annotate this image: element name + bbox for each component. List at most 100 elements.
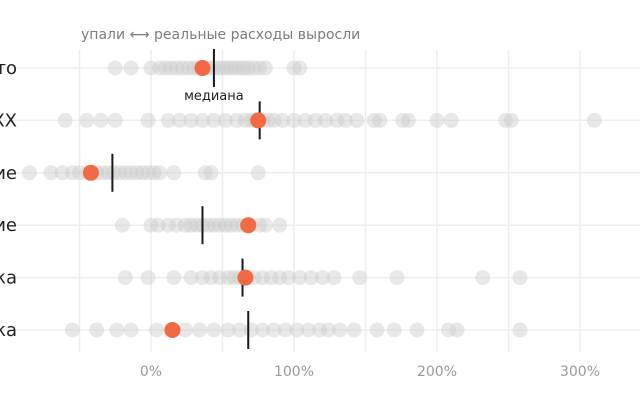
data-point [317, 112, 333, 128]
highlight-point [237, 269, 254, 286]
data-point [109, 322, 125, 338]
row-label: ХХ [0, 110, 17, 131]
data-point [217, 217, 233, 233]
data-point [160, 217, 176, 233]
data-point [146, 165, 162, 181]
data-point [332, 322, 348, 338]
data-point [54, 165, 70, 181]
data-point [117, 270, 133, 286]
data-point [206, 217, 222, 233]
data-point [163, 60, 179, 76]
data-point [150, 217, 166, 233]
row-label: ка [0, 268, 17, 289]
data-point [227, 60, 243, 76]
data-point [503, 112, 519, 128]
data-point [166, 270, 182, 286]
data-point [183, 217, 199, 233]
x-tick-label: 300% [560, 364, 600, 380]
data-point [134, 165, 150, 181]
highlight-point [250, 112, 267, 129]
data-points [21, 60, 602, 338]
data-point [57, 112, 73, 128]
data-point [263, 270, 279, 286]
data-point [107, 112, 123, 128]
highlighted-points [82, 60, 267, 338]
data-point [197, 165, 213, 181]
data-point [177, 217, 193, 233]
row-label: ие [0, 215, 17, 236]
x-tick-label: 100% [274, 364, 314, 380]
data-point [192, 322, 208, 338]
data-point [320, 322, 336, 338]
data-point [409, 322, 425, 338]
data-point [300, 322, 316, 338]
data-point [79, 112, 95, 128]
row-labels: то ХХ ие ие ка ка [0, 58, 17, 341]
data-point [64, 322, 80, 338]
data-point [449, 322, 465, 338]
data-point [140, 112, 156, 128]
data-point [160, 112, 176, 128]
highlight-point [194, 60, 211, 76]
data-point [297, 112, 313, 128]
data-point [257, 217, 273, 233]
data-point [203, 165, 219, 181]
data-point [143, 217, 159, 233]
data-point [315, 270, 331, 286]
data-point [123, 165, 139, 181]
data-point [475, 270, 491, 286]
data-point [255, 270, 271, 286]
data-point [429, 112, 445, 128]
data-point [123, 60, 139, 76]
data-point [203, 270, 219, 286]
data-point [386, 322, 402, 338]
x-tick-label: 0% [140, 364, 162, 380]
data-point [206, 112, 222, 128]
data-point [129, 165, 145, 181]
data-point [312, 322, 328, 338]
data-point [93, 112, 109, 128]
data-point [366, 112, 382, 128]
data-point [183, 112, 199, 128]
data-point [169, 60, 185, 76]
chart-subtitle: упали ⟷ реальные расходы выросли [81, 27, 360, 43]
data-point [266, 322, 282, 338]
data-point [229, 217, 245, 233]
data-point [395, 112, 411, 128]
data-point [346, 322, 362, 338]
data-point [329, 112, 345, 128]
data-point [117, 165, 133, 181]
data-point [286, 60, 302, 76]
data-point [223, 217, 239, 233]
data-point [183, 270, 199, 286]
data-point [94, 165, 110, 181]
data-point [21, 165, 37, 181]
data-point [89, 322, 105, 338]
data-point [272, 217, 288, 233]
data-point [232, 322, 248, 338]
data-point [172, 112, 188, 128]
data-point [252, 60, 268, 76]
data-point [206, 322, 222, 338]
data-point [157, 60, 173, 76]
data-point [275, 112, 291, 128]
data-point [114, 217, 130, 233]
data-point [217, 112, 233, 128]
data-point [166, 165, 182, 181]
data-point [289, 322, 305, 338]
data-point [169, 217, 185, 233]
data-point [292, 270, 308, 286]
data-point [152, 165, 168, 181]
data-point [194, 270, 210, 286]
data-point [72, 165, 87, 181]
median-annotation: медиана [184, 89, 244, 104]
data-point [349, 112, 365, 128]
data-point [237, 112, 253, 128]
data-point [223, 60, 239, 76]
data-point [292, 60, 308, 76]
data-point [140, 165, 156, 181]
data-point [219, 60, 235, 76]
data-point [220, 322, 236, 338]
data-point [212, 270, 228, 286]
data-point [512, 322, 528, 338]
